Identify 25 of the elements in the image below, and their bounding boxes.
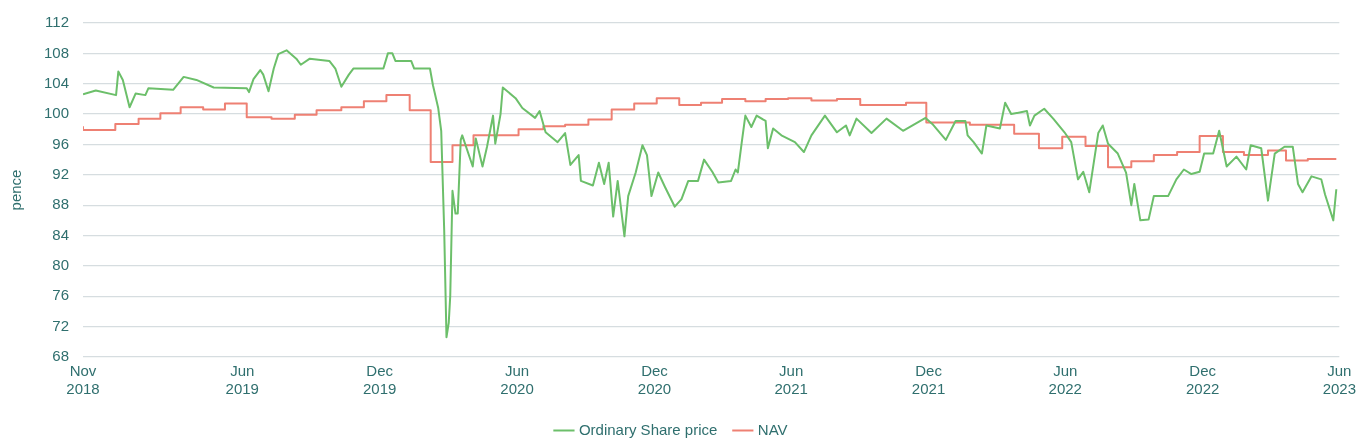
y-tick-label: 84	[52, 225, 70, 243]
legend-label: Ordinary Share price	[578, 420, 718, 438]
x-tick-label: Jun 2020	[500, 362, 534, 398]
x-tick-label: Nov 2018	[66, 362, 100, 398]
x-tick-label: Jun 2019	[225, 362, 259, 398]
x-tick-label: Dec 2022	[1185, 362, 1220, 398]
y-tick-label: 68	[52, 347, 70, 365]
y-tick-label: 104	[44, 73, 70, 91]
x-tick-label: Dec 2019	[362, 362, 397, 398]
y-tick-label: 96	[52, 134, 70, 152]
y-tick-label: 108	[44, 43, 70, 61]
y-tick-label: 92	[52, 164, 70, 182]
x-tick-label: Jun 2021	[774, 362, 808, 398]
y-tick-label: 80	[52, 256, 70, 274]
y-tick-label: 88	[52, 195, 70, 213]
x-tick-label: Jun 2023	[1322, 362, 1356, 398]
x-tick-label: Dec 2021	[911, 362, 946, 398]
x-tick-label: Jun 2022	[1048, 362, 1082, 398]
x-tick-label: Dec 2020	[637, 362, 672, 398]
y-axis-title: pence	[7, 169, 25, 211]
y-tick-label: 112	[45, 13, 70, 31]
legend-label: NAV	[757, 420, 788, 438]
y-tick-label: 76	[52, 286, 70, 304]
y-tick-label: 72	[52, 316, 70, 334]
y-tick-label: 100	[44, 104, 70, 122]
